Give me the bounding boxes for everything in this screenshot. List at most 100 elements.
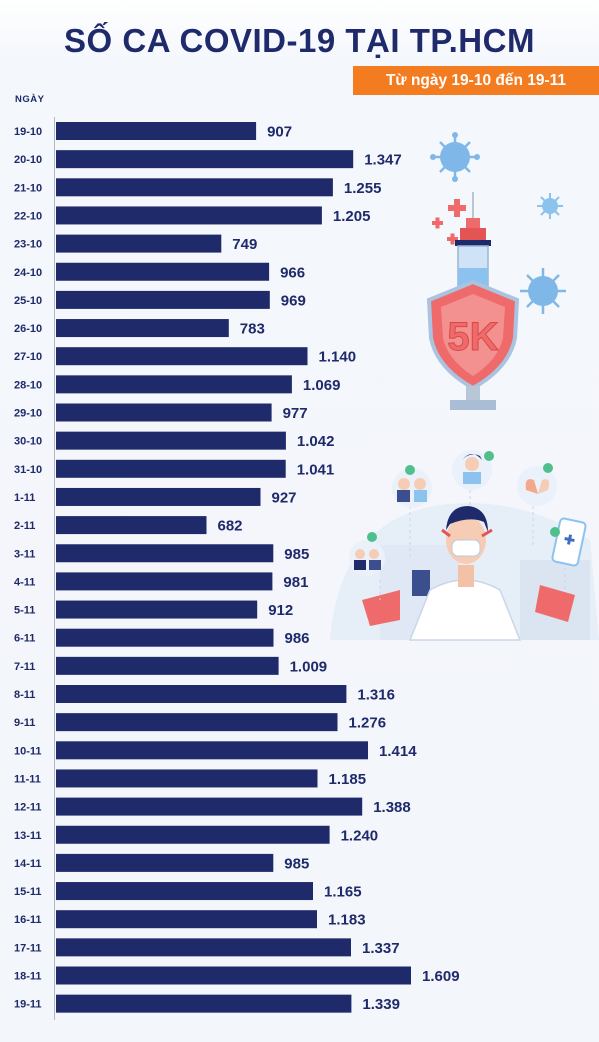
data-label-15-11: 1.165 [324, 884, 362, 901]
bar-27-10 [56, 347, 308, 366]
data-label-8-11: 1.316 [357, 687, 395, 704]
tick-label-30-10: 30-10 [14, 436, 42, 448]
tick-label-25-10: 25-10 [14, 295, 42, 307]
data-label-21-10: 1.255 [344, 180, 382, 197]
tick-label-20-10: 20-10 [14, 154, 42, 166]
data-label-24-10: 966 [280, 264, 305, 281]
tick-label-14-11: 14-11 [14, 858, 42, 870]
syringe-icon [455, 192, 491, 287]
bar-11-11 [56, 769, 318, 788]
virus-icon [430, 132, 480, 182]
tick-label-22-10: 22-10 [14, 210, 42, 222]
data-label-23-10: 749 [232, 236, 257, 253]
bar-14-11 [56, 853, 274, 872]
data-label-3-11: 985 [284, 546, 309, 563]
bar-20-10 [56, 150, 354, 169]
data-label-20-10: 1.347 [364, 152, 402, 169]
data-label-27-10: 1.140 [319, 349, 357, 366]
bar-13-11 [56, 825, 330, 844]
tick-label-17-11: 17-11 [14, 942, 42, 954]
bar-19-11 [56, 994, 352, 1013]
tick-label-5-11: 5-11 [14, 605, 35, 617]
bar-5-11 [56, 600, 258, 619]
tick-label-27-10: 27-10 [14, 351, 42, 363]
bars: 19-10 907 20-10 1.347 21-10 1.255 22-10 1.205 23… [14, 122, 460, 1013]
bar-30-10 [56, 431, 286, 450]
data-label-12-11: 1.388 [373, 799, 411, 816]
virus-icon [537, 193, 563, 219]
tick-label-29-10: 29-10 [14, 408, 42, 420]
data-label-22-10: 1.205 [333, 208, 371, 225]
data-label-29-10: 977 [283, 405, 308, 422]
tick-label-13-11: 13-11 [14, 830, 42, 842]
bar-3-11 [56, 544, 274, 563]
data-label-31-10: 1.041 [297, 461, 335, 478]
phone-icon [550, 517, 587, 567]
bar-28-10 [56, 375, 292, 394]
tick-label-8-11: 8-11 [14, 689, 35, 701]
data-label-16-11: 1.183 [328, 912, 366, 929]
bar-9-11 [56, 713, 338, 732]
bar-31-10 [56, 459, 286, 478]
bar-25-10 [56, 290, 270, 309]
tick-label-10-11: 10-11 [14, 745, 42, 757]
data-label-9-11: 1.276 [349, 715, 387, 732]
data-label-19-10: 907 [267, 124, 292, 141]
tick-label-23-10: 23-10 [14, 239, 42, 251]
tick-label-1-11: 1-11 [14, 492, 35, 504]
bar-15-11 [56, 882, 313, 901]
tick-label-11-11: 11-11 [14, 773, 41, 785]
data-label-26-10: 783 [240, 321, 265, 338]
tick-label-16-11: 16-11 [14, 914, 42, 926]
shield-label: 5K [447, 315, 498, 359]
bar-19-10 [56, 122, 257, 140]
bar-4-11 [56, 572, 273, 591]
bar-8-11 [56, 685, 347, 703]
data-label-18-11: 1.609 [422, 968, 460, 985]
tick-label-9-11: 9-11 [14, 717, 35, 729]
tick-label-4-11: 4-11 [14, 576, 35, 588]
avatar-group [349, 450, 557, 576]
data-label-30-10: 1.042 [297, 433, 335, 450]
tick-label-18-11: 18-11 [14, 971, 42, 983]
y-axis-label: NGÀY [15, 94, 45, 105]
data-label-10-11: 1.414 [379, 743, 417, 760]
tick-label-24-10: 24-10 [14, 267, 42, 279]
bar-17-11 [56, 938, 351, 957]
bar-10-11 [56, 741, 368, 760]
tick-label-21-10: 21-10 [14, 182, 42, 194]
data-label-4-11: 981 [283, 574, 308, 591]
date-range-badge: Từ ngày 19-10 đến 19-11 [353, 66, 599, 95]
bar-7-11 [56, 656, 279, 675]
data-label-7-11: 1.009 [290, 658, 328, 675]
data-label-17-11: 1.337 [362, 940, 400, 957]
tick-label-28-10: 28-10 [14, 379, 42, 391]
tick-label-26-10: 26-10 [14, 323, 42, 335]
bar-29-10 [56, 403, 272, 422]
data-label-11-11: 1.185 [329, 771, 367, 788]
data-label-14-11: 985 [284, 855, 309, 872]
tick-label-15-11: 15-11 [14, 886, 42, 898]
bar-18-11 [56, 966, 411, 985]
tick-label-7-11: 7-11 [14, 661, 35, 673]
bar-12-11 [56, 797, 363, 816]
data-label-6-11: 986 [285, 630, 310, 647]
data-label-1-11: 927 [272, 489, 297, 506]
medical-cross-icon [432, 199, 466, 245]
tick-label-31-10: 31-10 [14, 464, 42, 476]
bar-2-11 [56, 516, 207, 535]
data-label-28-10: 1.069 [303, 377, 341, 394]
bar-16-11 [56, 910, 317, 929]
bar-21-10 [56, 178, 333, 197]
tick-label-12-11: 12-11 [14, 802, 42, 814]
tick-label-2-11: 2-11 [14, 520, 35, 532]
data-label-13-11: 1.240 [341, 827, 379, 844]
data-label-19-11: 1.339 [362, 996, 400, 1013]
tick-label-6-11: 6-11 [14, 633, 35, 645]
bar-1-11 [56, 487, 261, 506]
data-label-5-11: 912 [268, 602, 293, 619]
bar-26-10 [56, 319, 229, 338]
